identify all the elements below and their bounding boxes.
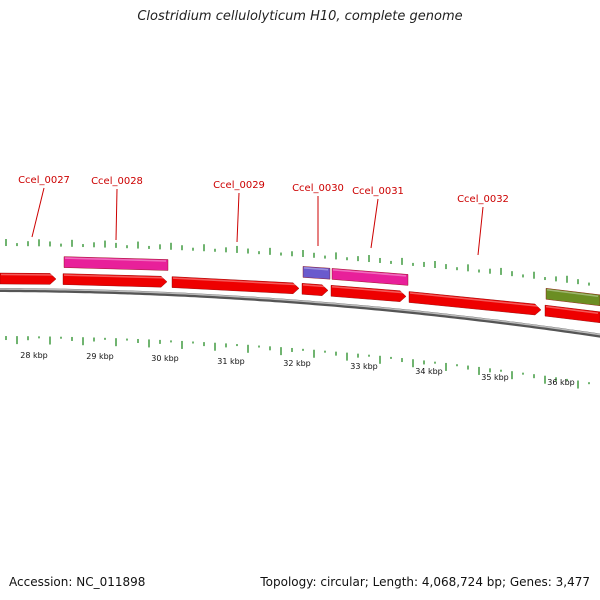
gene-label-leader bbox=[370, 198, 379, 249]
kbp-scale: 28 kbp 29 kbp 30 kbp 31 kbp 32 kbp 33 kbp 34 k… bbox=[20, 351, 575, 387]
gene-label-text: Ccel_0029 bbox=[213, 180, 265, 191]
feature-shine bbox=[303, 267, 329, 271]
gc-ticks-outer bbox=[5, 239, 590, 286]
gene-labels: Ccel_0027 Ccel_0028 Ccel_0029 Ccel_0030 Ccel… bbox=[18, 175, 509, 256]
feature-shine bbox=[63, 274, 166, 279]
feature-shine bbox=[64, 257, 167, 262]
feature-shine bbox=[331, 286, 405, 294]
kbp-label-text: 29 kbp bbox=[86, 352, 114, 361]
kbp-label-text: 30 kbp bbox=[151, 354, 179, 363]
feature-track bbox=[0, 256, 600, 324]
backbone-line bbox=[0, 288, 600, 338]
cds-arrow bbox=[301, 283, 329, 296]
cds-arrow bbox=[330, 285, 407, 302]
gene-label-leader bbox=[236, 192, 240, 243]
cds-arrow bbox=[62, 273, 168, 288]
kbp-label-text: 36 kbp bbox=[547, 378, 575, 387]
accession-text: Accession: NC_011898 bbox=[9, 575, 146, 589]
gene-label-text: Ccel_0031 bbox=[352, 186, 404, 197]
cds-arrow bbox=[408, 291, 542, 316]
kbp-label-text: 28 kbp bbox=[20, 351, 48, 360]
feature-shine bbox=[332, 269, 407, 277]
feature-shine bbox=[409, 292, 540, 307]
backbone-highlight bbox=[0, 288, 600, 336]
feature-shine bbox=[0, 273, 55, 276]
gene-label-text: Ccel_0032 bbox=[457, 194, 509, 205]
map-title: Clostridium cellulolyticum H10, complete… bbox=[137, 9, 463, 24]
gene-label-text: Ccel_0030 bbox=[292, 183, 344, 194]
gene-label-text: Ccel_0028 bbox=[91, 176, 143, 187]
gene-label-leader bbox=[477, 206, 484, 256]
kbp-label-text: 31 kbp bbox=[217, 357, 245, 366]
feature-shine bbox=[546, 289, 599, 298]
feature-block bbox=[302, 266, 331, 280]
kbp-label-text: 34 kbp bbox=[415, 367, 443, 376]
feature-block bbox=[545, 288, 600, 307]
feature-shine bbox=[302, 284, 327, 288]
feature-block bbox=[544, 304, 600, 324]
gene-label-leader bbox=[31, 187, 45, 238]
genome-backbone bbox=[0, 288, 600, 338]
gc-ticks-inner bbox=[5, 336, 590, 389]
feature-block bbox=[63, 256, 169, 271]
kbp-label-text: 32 kbp bbox=[283, 359, 311, 368]
cds-arrow bbox=[171, 276, 300, 295]
feature-shine bbox=[545, 305, 599, 315]
kbp-label-text: 33 kbp bbox=[350, 362, 378, 371]
feature-shine bbox=[172, 277, 298, 286]
cds-arrow bbox=[0, 272, 57, 285]
gene-label-text: Ccel_0027 bbox=[18, 175, 70, 186]
genome-summary-text: Topology: circular; Length: 4,068,724 bp… bbox=[260, 575, 590, 589]
gene-label-leader bbox=[115, 188, 118, 241]
feature-block bbox=[331, 268, 409, 286]
kbp-label-text: 35 kbp bbox=[481, 373, 509, 382]
